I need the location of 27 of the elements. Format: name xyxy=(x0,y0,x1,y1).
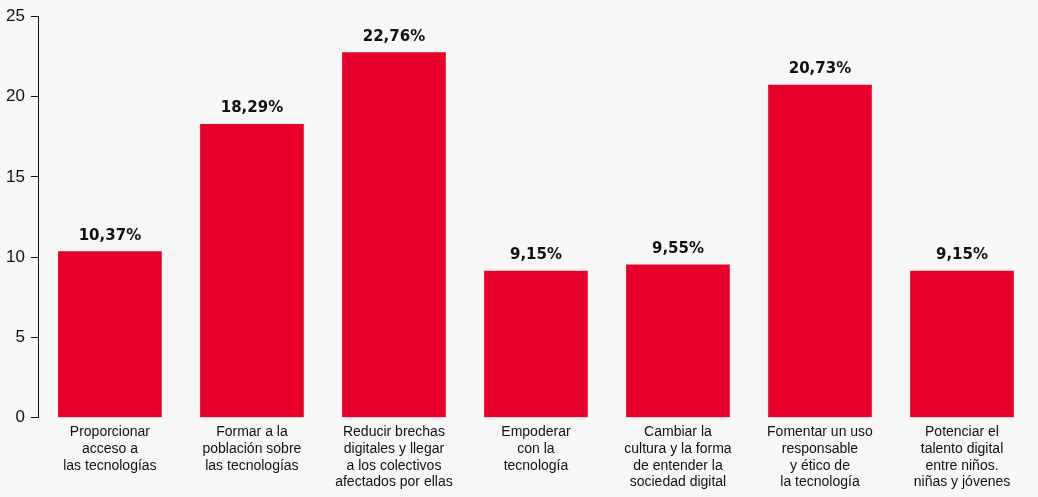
y-tick-label: 5 xyxy=(15,327,25,347)
y-tick-label: 20 xyxy=(5,86,25,106)
y-tick-label: 10 xyxy=(5,246,25,266)
data-label: 20,73% xyxy=(788,59,852,78)
bar xyxy=(626,264,730,418)
data-label: 18,29% xyxy=(220,98,284,117)
bar xyxy=(484,270,588,418)
data-label: 9,15% xyxy=(935,245,989,264)
x-tick-label: Reducir brechas digitales y llegar a los colectivos afectados por ellas xyxy=(335,423,453,490)
y-tick-label: 15 xyxy=(5,166,25,186)
data-label: 9,15% xyxy=(509,245,562,264)
x-tick-label: Formar a la población sobre las tecnologías xyxy=(202,423,302,473)
x-tick-label: Proporcionar acceso a las tecnologías xyxy=(63,423,157,473)
x-tick-label: Fomentar un uso responsable y ético de la tecnología xyxy=(767,423,874,490)
x-tick-label: Potenciar el talento digital entre niños. niñas y jóvenes xyxy=(913,423,1011,490)
x-tick-label: Empoderar con la tecnología xyxy=(501,423,571,473)
x-tick-label: Cambiar la cultura y la forma de entender la sociedad digital xyxy=(624,423,732,490)
data-label: 9,55% xyxy=(651,238,704,257)
y-tick-label: 0 xyxy=(15,407,25,427)
bar xyxy=(910,270,1014,418)
bar xyxy=(200,123,304,418)
bar xyxy=(58,251,162,418)
data-label: 10,37% xyxy=(78,225,142,244)
y-tick-label: 25 xyxy=(5,5,25,25)
bar xyxy=(342,52,446,418)
data-label: 22,76% xyxy=(362,26,426,45)
bar xyxy=(768,84,872,418)
